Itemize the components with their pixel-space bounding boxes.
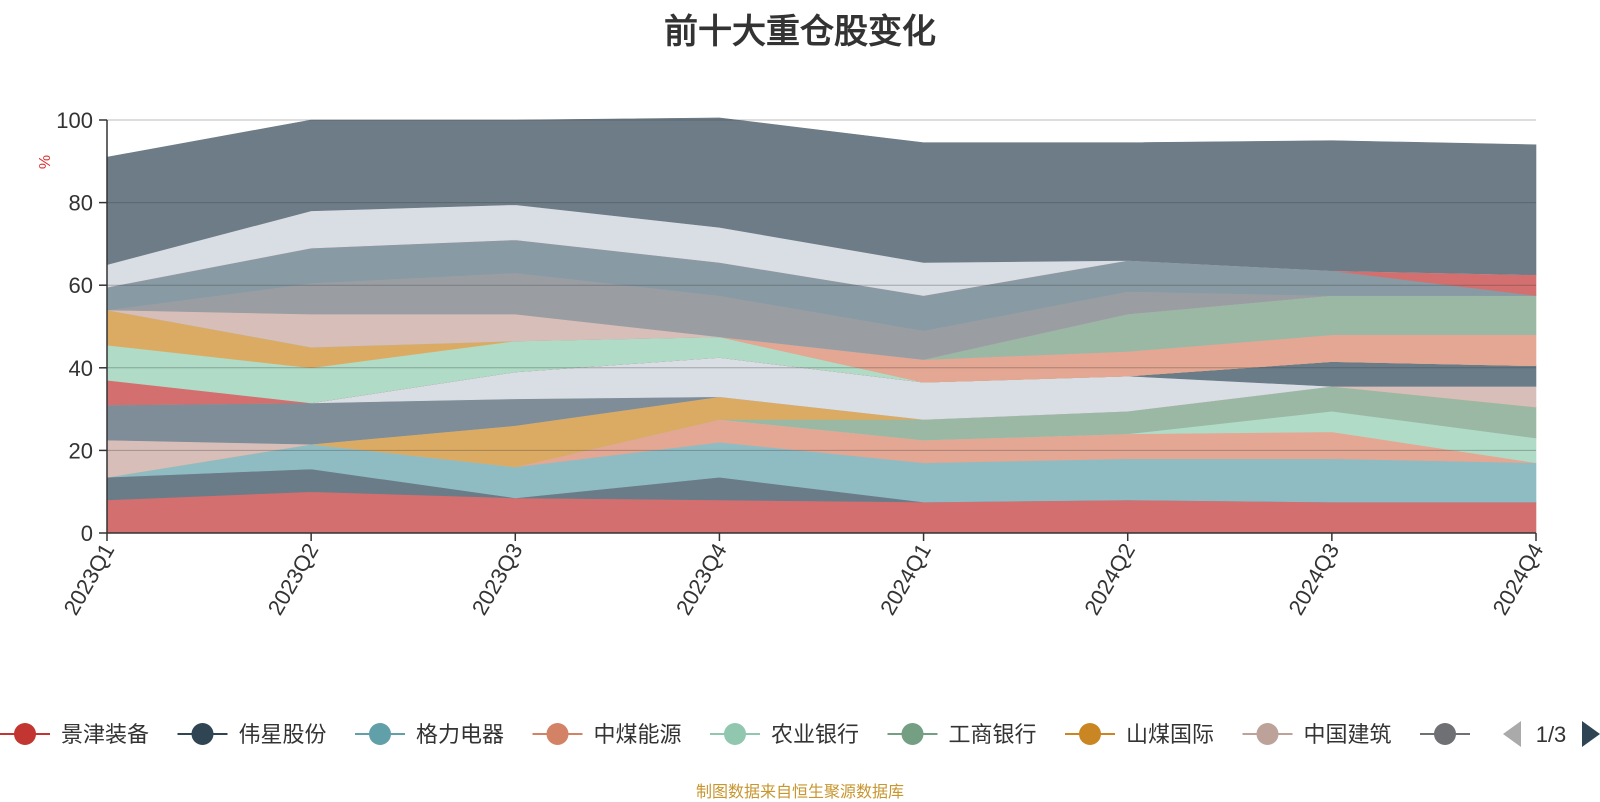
area-series-22 [106, 117, 1537, 276]
legend-marker [191, 723, 214, 745]
legend-marker [14, 723, 36, 745]
source-note: 制图数据来自恒生聚源数据库 [695, 784, 904, 801]
legend-item[interactable]: 景津装备 [0, 722, 149, 747]
legend-marker [1434, 723, 1456, 745]
legend-marker [724, 723, 746, 745]
legend-label: 农业银行 [771, 722, 859, 747]
y-tick-label: 20 [69, 438, 93, 463]
x-tick-label: 2023Q1 [59, 539, 120, 619]
legend-item[interactable]: 中煤能源 [532, 722, 682, 747]
x-tick-label: 2023Q4 [671, 539, 732, 619]
x-tick-label: 2024Q3 [1283, 539, 1344, 619]
legend-prev-icon[interactable] [1503, 721, 1521, 747]
y-tick-label: 80 [69, 191, 93, 216]
legend-item[interactable]: 山煤国际 [1065, 722, 1214, 747]
x-tick-label: 2024Q2 [1079, 539, 1140, 619]
y-tick-label: 100 [56, 108, 93, 133]
x-tick-label: 2024Q1 [875, 539, 936, 619]
legend-page-indicator: 1/3 [1536, 722, 1567, 747]
legend-item[interactable]: 伟星股份 [177, 722, 327, 747]
legend-label: 工商银行 [949, 722, 1037, 747]
y-tick-label: 60 [69, 273, 93, 298]
legend-item[interactable]: 中国建筑 [1242, 722, 1392, 747]
legend-marker [1079, 723, 1101, 745]
legend-item[interactable]: 中国神华 [1420, 722, 1569, 747]
legend-item[interactable]: 格力电器 [355, 722, 504, 747]
area-layer [106, 117, 1537, 534]
legend-marker [901, 723, 924, 745]
legend-item[interactable]: 农业银行 [710, 722, 859, 747]
legend-label: 格力电器 [416, 722, 504, 747]
legend-marker [1256, 723, 1279, 745]
legend-label: 中国建筑 [1304, 722, 1392, 747]
x-tick-label: 2024Q4 [1488, 539, 1549, 619]
x-tick-label: 2023Q2 [263, 539, 324, 619]
y-tick-label: 40 [69, 356, 93, 381]
legend-items: 景津装备 伟星股份 格力电器 中煤能源 农业银行 工商银行 山煤国际 中国建筑 中国神华 [0, 722, 1569, 747]
grid-layer [107, 119, 1536, 451]
legend-label: 中国神华 [1481, 722, 1569, 747]
chart-title: 前十大重仓股变化 [664, 13, 936, 51]
legend-marker [546, 723, 569, 745]
legend-item[interactable]: 工商银行 [887, 722, 1037, 747]
legend-next-icon[interactable] [1582, 721, 1600, 747]
y-tick-label: 0 [81, 521, 93, 546]
legend-label: 山煤国际 [1126, 722, 1214, 747]
x-tick-label: 2023Q3 [467, 539, 528, 619]
legend-marker [369, 723, 391, 745]
legend-label: 中煤能源 [594, 722, 682, 747]
legend-label: 伟星股份 [239, 722, 327, 747]
legend-label: 景津装备 [61, 722, 149, 747]
y-axis-label: % [37, 155, 54, 169]
